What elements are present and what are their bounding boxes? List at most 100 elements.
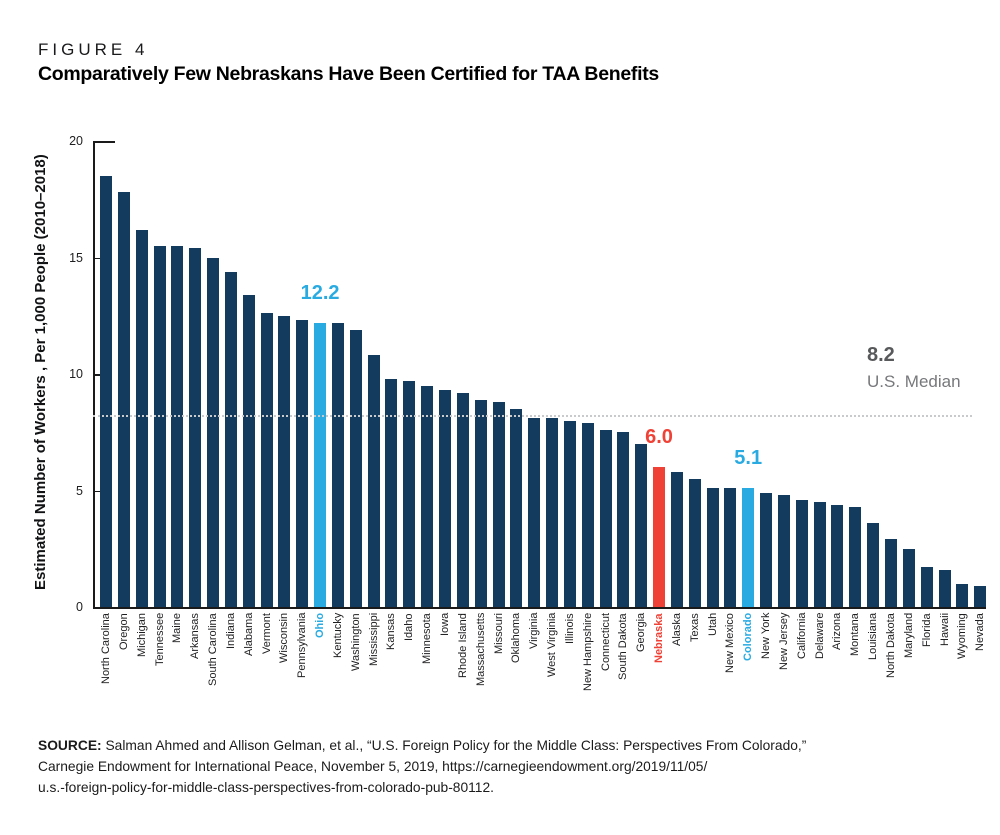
x-label-wisconsin: Wisconsin [278,613,291,664]
bar-indiana [224,271,237,607]
bar-nebraska [653,467,665,607]
x-label-nevada: Nevada [974,613,987,651]
source-text: Salman Ahmed and Allison Gelman, et al.,… [38,738,807,795]
bar-maine [171,245,184,607]
x-label-kentucky: Kentucky [331,613,344,659]
x-label-florida: Florida [920,613,933,647]
bar-kentucky [331,322,344,607]
x-label-rhode-island: Rhode Island [456,613,469,678]
x-label-virginia: Virginia [528,613,541,650]
source-note: SOURCE: Salman Ahmed and Allison Gelman,… [38,735,978,798]
x-label-oregon: Oregon [117,613,130,650]
x-label-montana: Montana [849,613,862,656]
bar-north-dakota [885,539,897,607]
x-label-alaska: Alaska [670,613,683,647]
x-label-michigan: Michigan [135,613,148,658]
y-tick-label-0: 0 [76,600,83,614]
bar-connecticut [599,429,612,607]
bar-montana [849,506,862,607]
bar-wyoming [956,583,969,607]
x-label-nebraska: Nebraska [653,613,665,663]
y-tick-label-20: 20 [69,134,83,148]
bar-rhode-island [456,392,469,607]
x-label-alabama: Alabama [242,613,255,657]
bar-louisiana [867,523,880,607]
us-median-line [93,414,972,417]
x-label-colorado: Colorado [742,613,755,662]
x-label-minnesota: Minnesota [421,613,434,664]
x-label-south-carolina: South Carolina [207,613,219,686]
bar-illinois [563,420,576,607]
x-axis-line [93,607,986,609]
x-label-indiana: Indiana [224,613,237,650]
bar-iowa [439,390,451,607]
x-label-washington: Washington [349,613,362,671]
y-tick-15 [93,257,104,259]
x-label-vermont: Vermont [260,613,273,654]
x-label-wyoming: Wyoming [956,613,969,659]
y-axis-title: Estimated Number of Workers , Per 1,000 … [32,154,49,590]
bar-missouri [492,402,505,607]
bar-virginia [528,418,541,607]
x-label-utah: Utah [706,613,719,637]
bar-florida [920,567,933,607]
bar-kansas [385,378,398,607]
x-label-new-york: New York [760,613,773,660]
bar-new-jersey [777,495,790,607]
x-label-new-hampshire: New Hampshire [581,613,594,692]
x-label-idaho: Idaho [403,613,416,641]
bar-idaho [403,381,416,607]
x-label-new-jersey: New Jersey [777,613,790,671]
x-label-california: California [795,613,808,660]
x-label-iowa: Iowa [439,613,451,637]
bar-ohio [314,322,327,607]
x-label-arkansas: Arkansas [189,613,202,659]
value-label-nebraska: 6.0 [645,426,673,449]
bar-vermont [260,313,273,607]
x-label-texas: Texas [688,613,701,642]
source-label: SOURCE: [38,738,102,753]
bar-georgia [635,443,648,607]
bar-south-carolina [207,257,219,607]
y-tick-label-5: 5 [76,483,83,498]
bar-alabama [242,294,255,607]
x-label-georgia: Georgia [635,613,648,653]
y-tick-0 [93,607,104,609]
value-label-colorado: 5.1 [734,447,763,470]
x-label-connecticut: Connecticut [599,613,612,672]
x-label-ohio: Ohio [314,613,327,639]
value-label-ohio: 12.2 [300,281,340,304]
bar-new-hampshire [581,422,594,607]
bar-colorado [742,488,755,607]
y-tick-5 [93,490,104,492]
x-label-louisiana: Louisiana [867,613,880,661]
x-label-arizona: Arizona [831,613,844,651]
bar-utah [706,488,719,607]
bar-california [795,499,808,607]
bar-alaska [670,471,683,607]
bar-west-virginia [546,418,558,607]
bar-tennessee [153,245,166,607]
bar-texas [688,478,701,608]
bar-wisconsin [278,315,291,608]
x-label-west-virginia: West Virginia [546,613,558,678]
x-label-hawaii: Hawaii [938,613,951,647]
figure-title: Comparatively Few Nebraskans Have Been C… [38,63,659,85]
bar-washington [349,329,362,607]
y-tick-20 [93,141,115,143]
bar-nevada [974,586,987,607]
y-tick-10 [93,374,104,376]
bar-maryland [902,548,915,608]
bar-new-mexico [724,488,737,607]
bar-delaware [813,502,826,607]
x-label-south-dakota: South Dakota [617,613,630,680]
bar-oklahoma [510,408,523,607]
x-label-delaware: Delaware [813,613,826,660]
x-label-tennessee: Tennessee [153,613,166,667]
bar-north-carolina [100,175,112,607]
bar-arizona [831,504,844,607]
us-median-value-label: 8.2 [867,344,895,366]
bar-arkansas [189,248,202,607]
bar-minnesota [421,385,434,607]
